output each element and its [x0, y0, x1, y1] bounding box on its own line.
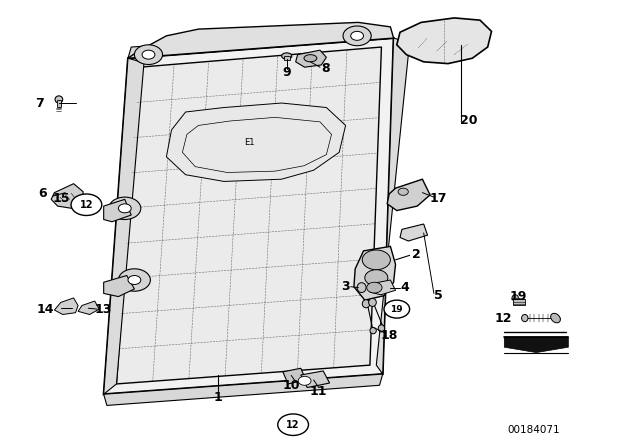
Circle shape: [134, 45, 163, 65]
Circle shape: [71, 194, 102, 215]
Ellipse shape: [55, 96, 63, 103]
Polygon shape: [400, 224, 428, 241]
Text: 11: 11: [310, 385, 328, 398]
Text: 8: 8: [321, 61, 330, 75]
Ellipse shape: [522, 314, 528, 322]
Ellipse shape: [357, 283, 366, 293]
Polygon shape: [376, 38, 410, 374]
Text: 19: 19: [390, 305, 403, 314]
Polygon shape: [116, 47, 381, 384]
Text: 4: 4: [400, 281, 409, 294]
Ellipse shape: [369, 298, 376, 306]
Text: 10: 10: [282, 379, 300, 392]
Text: 2: 2: [412, 248, 420, 261]
Polygon shape: [54, 298, 78, 314]
Text: 3: 3: [341, 280, 350, 293]
Text: 12: 12: [79, 200, 93, 210]
Polygon shape: [283, 368, 306, 384]
Circle shape: [298, 376, 311, 385]
Text: 7: 7: [35, 96, 44, 110]
Ellipse shape: [370, 327, 376, 334]
Text: 17: 17: [429, 191, 447, 205]
Polygon shape: [78, 301, 99, 314]
Text: 20: 20: [460, 114, 477, 128]
Text: 00184071: 00184071: [508, 425, 560, 435]
Ellipse shape: [378, 325, 385, 332]
Text: 6: 6: [38, 187, 47, 200]
Polygon shape: [370, 280, 396, 295]
Circle shape: [343, 26, 371, 46]
Circle shape: [128, 276, 141, 284]
Text: 5: 5: [434, 289, 443, 302]
Polygon shape: [387, 179, 430, 211]
Polygon shape: [104, 374, 383, 405]
Circle shape: [362, 250, 390, 270]
Polygon shape: [397, 18, 492, 64]
Bar: [513, 299, 525, 305]
Text: 18: 18: [380, 328, 398, 342]
Circle shape: [398, 188, 408, 195]
Text: 19: 19: [509, 290, 527, 303]
Polygon shape: [104, 38, 394, 394]
Circle shape: [367, 282, 382, 293]
Polygon shape: [504, 337, 568, 353]
Text: 13: 13: [95, 302, 113, 316]
Polygon shape: [104, 58, 144, 394]
Polygon shape: [128, 22, 394, 58]
Circle shape: [384, 300, 410, 318]
Polygon shape: [128, 29, 394, 58]
Circle shape: [118, 269, 150, 291]
Polygon shape: [354, 246, 396, 300]
Circle shape: [109, 197, 141, 220]
Polygon shape: [104, 276, 134, 297]
Ellipse shape: [282, 53, 292, 59]
Polygon shape: [51, 184, 83, 208]
Ellipse shape: [512, 295, 518, 301]
Text: 12: 12: [495, 311, 512, 325]
Circle shape: [365, 270, 388, 286]
Polygon shape: [166, 103, 346, 181]
Circle shape: [351, 31, 364, 40]
Bar: [284, 56, 290, 60]
Polygon shape: [296, 50, 326, 67]
Text: 9: 9: [282, 66, 291, 79]
Circle shape: [278, 414, 308, 435]
Text: E1: E1: [244, 138, 255, 147]
Ellipse shape: [304, 55, 317, 62]
Circle shape: [118, 204, 131, 213]
Text: 1: 1: [213, 391, 222, 405]
Text: 15: 15: [53, 191, 70, 205]
Polygon shape: [301, 371, 330, 388]
Text: 14: 14: [37, 302, 54, 316]
Polygon shape: [104, 199, 131, 222]
Ellipse shape: [362, 300, 370, 308]
Ellipse shape: [550, 313, 561, 323]
Bar: [57, 100, 61, 107]
Circle shape: [142, 50, 155, 59]
Text: 12: 12: [286, 420, 300, 430]
